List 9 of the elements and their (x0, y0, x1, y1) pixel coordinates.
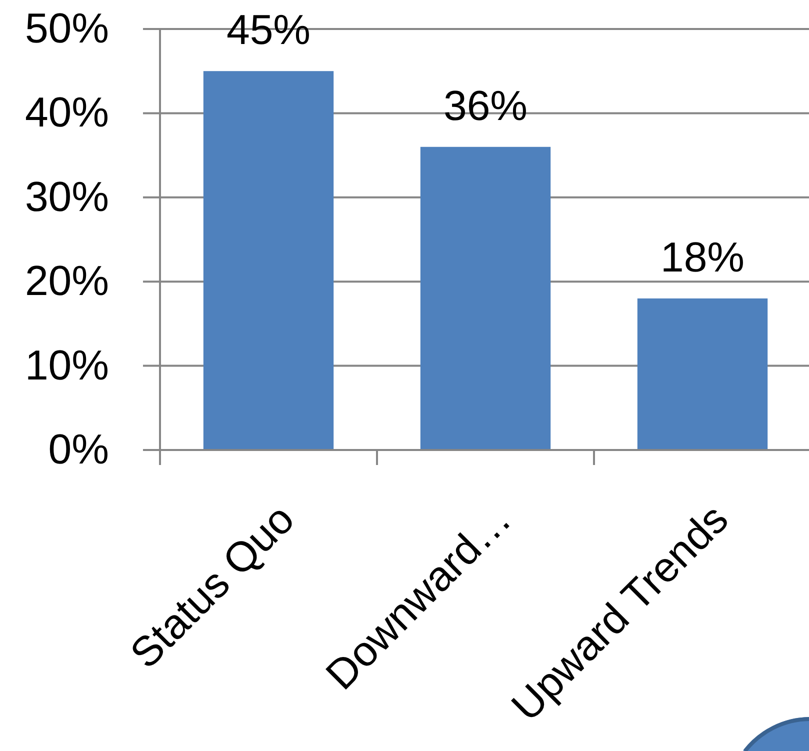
y-tick-label: 30% (24, 172, 109, 220)
y-tick-label: 50% (24, 4, 109, 52)
y-tick-label: 40% (24, 88, 109, 136)
data-label: 45% (226, 6, 311, 54)
y-tick-label: 0% (48, 425, 109, 472)
data-label: 18% (660, 233, 745, 280)
y-tick-label: 20% (24, 257, 109, 304)
y-tick-label: 10% (24, 341, 109, 388)
data-label: 36% (443, 82, 528, 129)
